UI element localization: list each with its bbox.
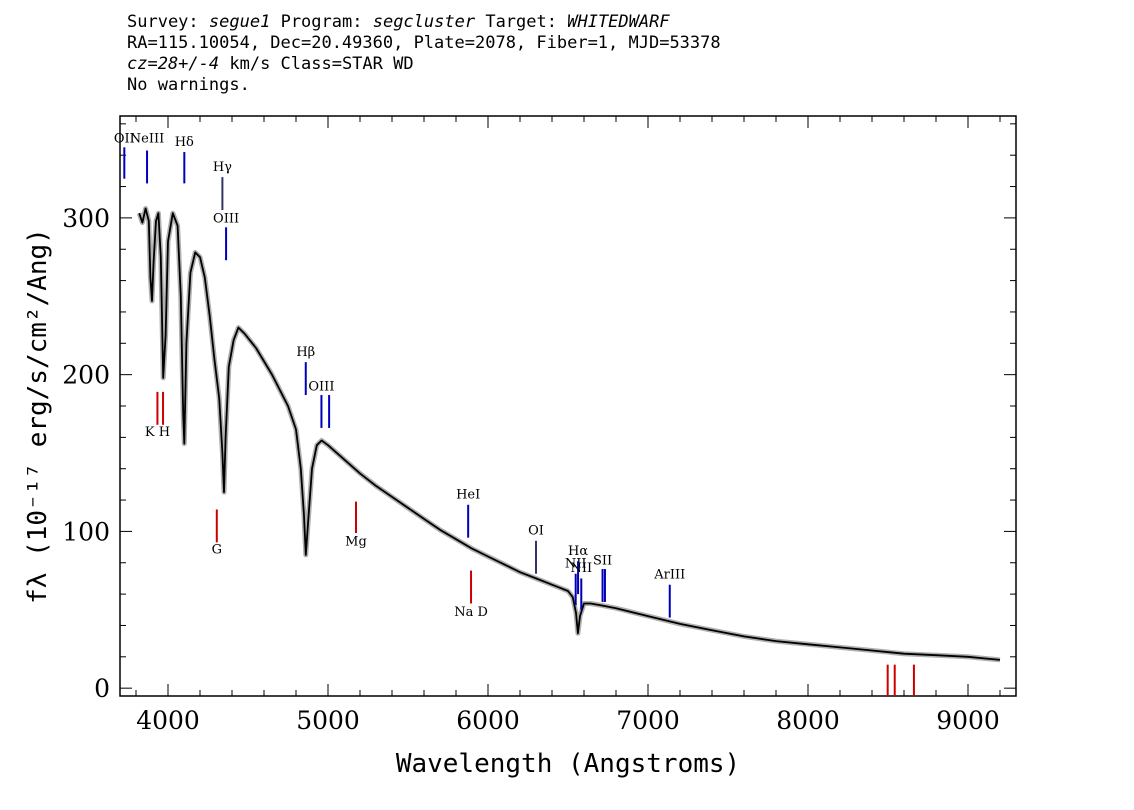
spectral-line-label: OIII — [213, 212, 239, 227]
plot-frame — [119, 115, 1017, 697]
y-tick-label: 300 — [62, 204, 110, 233]
header-line-3: cz=28+/-4 km/s Class=STAR WD — [127, 54, 721, 75]
x-tick-label: 5000 — [296, 706, 360, 735]
header-line-2: RA=115.10054, Dec=20.49360, Plate=2078, … — [127, 33, 721, 53]
x-tick-label: 8000 — [776, 706, 840, 735]
y-tick-label: 100 — [62, 517, 110, 546]
class-value: km/s Class=STAR WD — [219, 54, 414, 74]
header-line-4: No warnings. — [127, 75, 250, 95]
x-tick-label: 7000 — [616, 706, 680, 735]
x-tick-label: 4000 — [136, 706, 200, 735]
spectral-line-label: SII — [593, 553, 612, 568]
spectral-line-label: ArIII — [653, 567, 685, 582]
spectral-line-label: OIII — [308, 379, 334, 394]
header-line-1: Survey: segue1 Program: segcluster Targe… — [127, 12, 721, 33]
spectral-line-label: Hβ — [296, 345, 315, 360]
program-label: Program: — [280, 12, 363, 32]
survey-value: segue1 — [208, 12, 271, 32]
spectral-line-label: NII — [565, 556, 587, 571]
spectral-line-label: OII — [114, 132, 135, 147]
redshift-value: cz=28+/-4 — [127, 54, 220, 74]
spectral-line-label: Hδ — [175, 135, 194, 150]
target-label: Target: — [485, 12, 557, 32]
survey-label: Survey: — [127, 12, 199, 32]
spectral-line-label: Hγ — [213, 160, 232, 175]
x-tick-label: 9000 — [936, 706, 1000, 735]
y-tick-label: 0 — [94, 674, 110, 703]
spectrum-line — [138, 207, 1001, 661]
spectral-line-label: NeIII — [130, 132, 164, 147]
program-value: segcluster — [372, 12, 476, 32]
target-value: WHITEDWARF — [567, 12, 670, 32]
spectral-line-label: Hα — [568, 544, 588, 559]
spectral-line-label: Na D — [454, 605, 488, 620]
y-axis-label: fλ (10⁻¹⁷ erg/s/cm²/Ang) — [23, 228, 53, 604]
spectrum-header: Survey: segue1 Program: segcluster Targe… — [127, 12, 721, 96]
spectral-line-label: K H — [145, 425, 170, 440]
spectral-line-label: HeI — [456, 487, 480, 502]
spectral-line-label: Mg — [345, 535, 367, 550]
y-tick-label: 200 — [62, 361, 110, 390]
spectral-line-label: OI — [528, 524, 544, 539]
x-axis-label: Wavelength (Angstroms) — [396, 749, 740, 779]
spectral-line-label: NII — [570, 561, 592, 576]
spectral-line-label: G — [212, 542, 222, 557]
x-tick-label: 6000 — [456, 706, 520, 735]
